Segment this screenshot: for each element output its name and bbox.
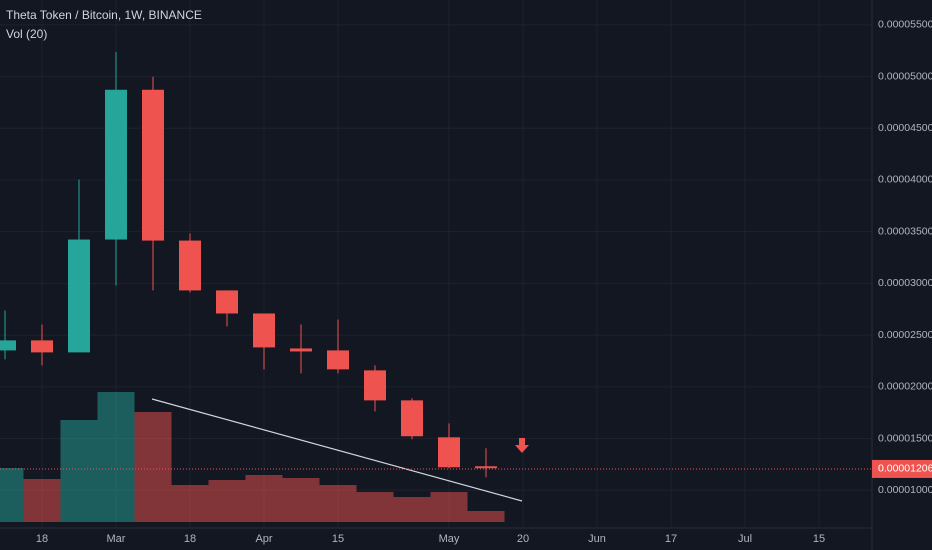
candle-body	[68, 239, 90, 353]
volume-bar	[0, 468, 24, 522]
volume-bar	[393, 497, 431, 522]
volume-bar	[282, 478, 320, 522]
y-tick-label: 0.00004000	[878, 174, 932, 186]
x-tick-label: 15	[813, 533, 825, 545]
volume-bar	[134, 412, 172, 522]
y-tick-label: 0.00001000	[878, 484, 932, 496]
volume-legend: Vol (20)	[6, 27, 47, 41]
volume-pane	[0, 392, 505, 522]
y-tick-label: 0.00004500	[878, 122, 932, 134]
x-tick-label: 15	[332, 533, 344, 545]
x-tick-label: May	[439, 533, 460, 545]
x-tick-label: 18	[36, 533, 48, 545]
chart-title: Theta Token / Bitcoin, 1W, BINANCE	[6, 8, 202, 22]
x-tick-label: Jun	[588, 533, 606, 545]
y-tick-label: 0.00002000	[878, 381, 932, 393]
arrow-down-marker[interactable]	[515, 438, 529, 453]
candle-body	[290, 348, 312, 352]
last-price-label: 0.00001206	[878, 463, 932, 475]
x-tick-label: 17	[665, 533, 677, 545]
volume-bar	[430, 492, 468, 522]
volume-bar	[319, 485, 357, 522]
y-tick-label: 0.00005500	[878, 19, 932, 31]
volume-bar	[467, 511, 505, 522]
volume-bar	[208, 480, 246, 522]
last-price-tag	[872, 459, 932, 478]
candle-body	[31, 340, 53, 353]
x-tick-label: Apr	[255, 533, 272, 545]
x-tick-label: Jul	[738, 533, 752, 545]
candle-body	[142, 89, 164, 241]
candle-body	[253, 313, 275, 348]
candle-body	[327, 350, 349, 370]
volume-bar	[356, 492, 394, 522]
y-tick-label: 0.00005000	[878, 70, 932, 82]
x-tick-label: 18	[184, 533, 196, 545]
y-tick-label: 0.00002500	[878, 329, 932, 341]
trend-line[interactable]	[151, 398, 523, 502]
axes: 0.00001000 0.00001500 0.00002000 0.00002500…	[36, 19, 932, 545]
x-tick-label: Mar	[107, 533, 126, 545]
candle-body	[179, 240, 201, 291]
y-tick-label: 0.00003500	[878, 225, 932, 237]
volume-bar	[171, 485, 209, 522]
candle-body	[105, 89, 127, 240]
volume-bar	[97, 392, 135, 522]
y-tick-label: 0.00003000	[878, 277, 932, 289]
candle-body	[475, 466, 497, 469]
candle-body	[401, 400, 423, 437]
candle-body	[216, 290, 238, 314]
volume-bar	[60, 420, 98, 522]
volume-bar	[23, 479, 61, 522]
x-tick-label: 20	[517, 533, 529, 545]
candle-body	[438, 437, 460, 468]
volume-bar	[245, 475, 283, 522]
candles	[0, 51, 872, 478]
candle-body	[364, 370, 386, 401]
candle-body	[0, 340, 16, 351]
y-tick-label: 0.00001500	[878, 432, 932, 444]
